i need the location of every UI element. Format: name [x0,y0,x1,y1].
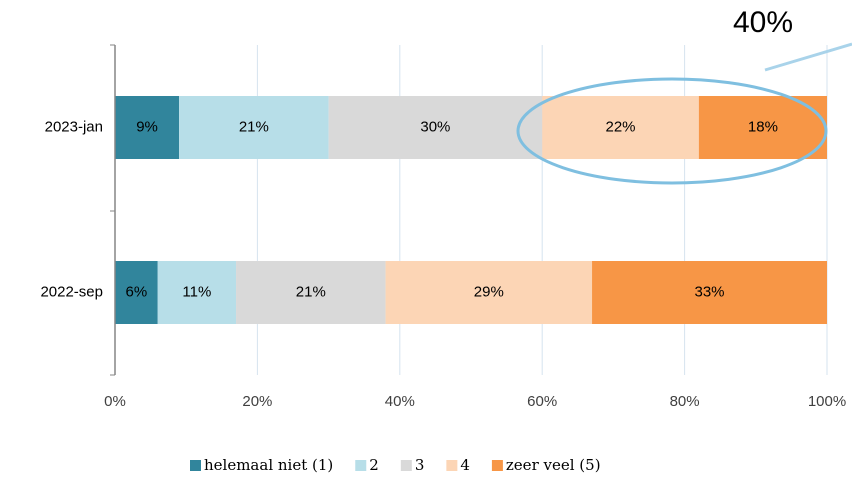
data-label: 21% [296,283,326,300]
legend-label: helemaal niet (1) [204,456,333,474]
legend-swatch [491,460,503,471]
bar-segment [328,96,543,159]
data-label: 11% [182,283,211,300]
bar-segment [236,261,386,324]
legend-swatch [190,460,201,471]
callout-line [764,42,852,72]
bar-segment [385,261,593,324]
data-label: 22% [606,118,636,135]
legend-label: zeer veel (5) [506,456,601,474]
data-label: 30% [420,118,450,135]
bars: 2023-jan 9% 21% 30% 22% 18% 2022-sep 6% 11% 21% 29… [40,96,827,324]
x-tick-label: 100% [808,393,846,410]
x-tick-label: 40% [385,393,415,410]
bar-segment [157,261,237,324]
x-tick-label: 0% [104,393,126,410]
legend: helemaal niet (1) 2 3 4 zeer veel (5) [190,456,601,474]
legend-label: 4 [460,456,470,474]
legend-swatch [446,460,458,471]
data-label: 33% [695,283,725,300]
x-tick-label: 80% [670,393,700,410]
data-label: 18% [748,118,778,135]
bar-segment [115,261,158,324]
legend-label: 2 [369,456,379,474]
y-tick-label: 2022-sep [40,283,103,300]
highlight-ellipse [516,77,828,185]
bar-segment [179,96,329,159]
annotation: 40% [733,6,793,39]
legend-swatch [355,460,367,471]
data-label: 29% [474,283,504,300]
bar-segment [542,96,699,159]
data-label: 21% [239,118,269,135]
x-tick-label: 60% [527,393,557,410]
bar-segment [592,261,827,324]
legend-label: 3 [415,456,425,474]
bar-segment [115,96,180,159]
legend-swatch [400,460,412,471]
data-label: 6% [126,283,148,300]
x-tick-label: 20% [242,393,272,410]
data-label: 9% [136,118,158,135]
y-tick-label: 2023-jan [45,118,103,135]
